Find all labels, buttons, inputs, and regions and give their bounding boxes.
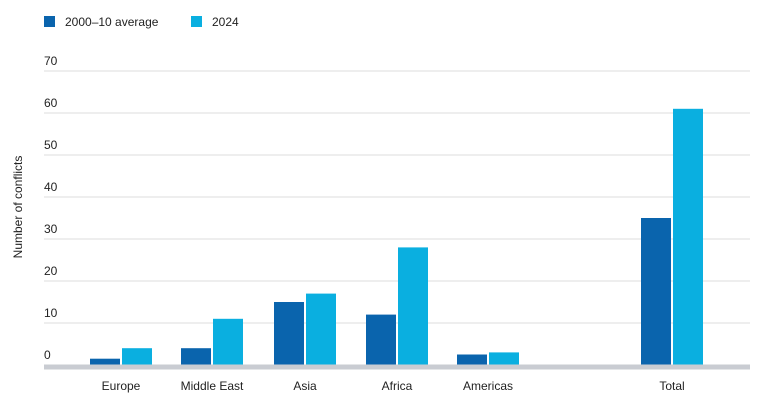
bar-middle-east-series-2 xyxy=(213,318,243,365)
gridlines xyxy=(44,70,750,324)
legend-swatch xyxy=(44,16,55,27)
bar-americas-series-1 xyxy=(457,354,487,365)
bar-middle-east-series-1 xyxy=(181,348,211,365)
legend: 2000–10 average 2024 xyxy=(44,15,239,29)
bar-africa-series-2 xyxy=(398,247,428,365)
legend-swatch xyxy=(191,16,202,27)
bar-asia-series-2 xyxy=(306,293,336,365)
x-tick-label: Total xyxy=(659,379,684,393)
bar-asia-series-1 xyxy=(274,302,304,365)
bar-total-series-2 xyxy=(673,108,703,366)
y-tick-label: 70 xyxy=(44,54,58,68)
x-axis-labels: Europe Middle East Asia Africa Americas Total xyxy=(102,379,685,393)
x-tick-label: Europe xyxy=(102,379,141,393)
y-tick-label: 30 xyxy=(44,222,58,236)
legend-label: 2000–10 average xyxy=(65,15,159,29)
y-tick-label: 40 xyxy=(44,180,58,194)
y-tick-label: 10 xyxy=(44,306,58,320)
y-tick-label: 20 xyxy=(44,264,58,278)
x-tick-label: Africa xyxy=(382,379,413,393)
bar-total-series-1 xyxy=(641,218,671,365)
y-axis-ticks: 0 10 20 30 40 50 60 70 xyxy=(44,54,58,362)
x-tick-label: Asia xyxy=(293,379,317,393)
y-tick-label: 50 xyxy=(44,138,58,152)
legend-label: 2024 xyxy=(212,15,239,29)
bar-europe-series-1 xyxy=(90,358,120,365)
x-tick-label: Middle East xyxy=(181,379,244,393)
y-tick-label: 0 xyxy=(44,348,51,362)
bars xyxy=(90,108,703,366)
bar-americas-series-2 xyxy=(489,352,519,365)
bar-europe-series-2 xyxy=(122,348,152,365)
y-axis-title: Number of conflicts xyxy=(11,156,25,259)
y-tick-label: 60 xyxy=(44,96,58,110)
bar-africa-series-1 xyxy=(366,314,396,365)
x-tick-label: Americas xyxy=(463,379,513,393)
